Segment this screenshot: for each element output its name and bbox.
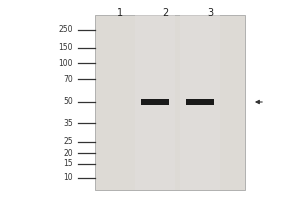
Text: 25: 25 <box>63 138 73 146</box>
Text: 10: 10 <box>63 173 73 182</box>
Text: 1: 1 <box>117 8 123 18</box>
Text: 20: 20 <box>63 148 73 158</box>
Bar <box>180 15 220 190</box>
Text: 50: 50 <box>63 98 73 106</box>
Text: 150: 150 <box>58 44 73 52</box>
Bar <box>141 99 169 105</box>
Text: 2: 2 <box>162 8 168 18</box>
Text: 35: 35 <box>63 118 73 128</box>
Text: 3: 3 <box>207 8 213 18</box>
Text: 250: 250 <box>58 25 73 34</box>
Bar <box>95 15 245 190</box>
Text: 70: 70 <box>63 74 73 84</box>
Bar <box>186 99 214 105</box>
Text: 15: 15 <box>63 160 73 168</box>
Bar <box>135 15 175 190</box>
Text: 100: 100 <box>58 58 73 68</box>
